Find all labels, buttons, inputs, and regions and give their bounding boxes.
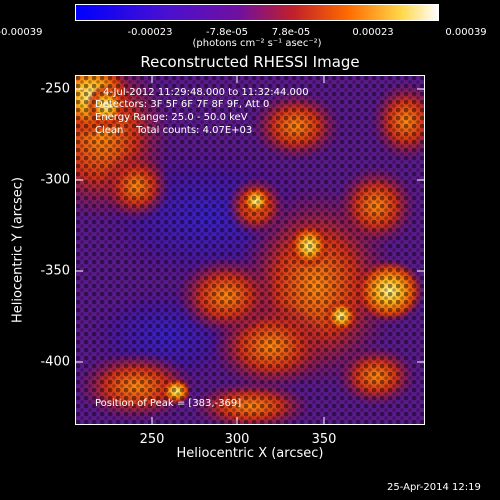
timestamp: 25-Apr-2014 12:19 — [387, 482, 481, 493]
colorbar — [75, 4, 439, 21]
image-title: Reconstructed RHESSI Image — [140, 53, 360, 71]
x-tick-label: 250 — [139, 432, 165, 447]
image-plot — [75, 75, 425, 425]
energy-range-text: Energy Range: 25.0 - 50.0 keV — [95, 112, 248, 123]
clean-counts-text: Clean Total counts: 4.07E+03 — [95, 125, 253, 136]
detectors-text: Detectors: 3F 5F 6F 7F 8F 9F, Att 0 — [95, 99, 270, 110]
colorbar-tick-label: 0.00023 — [352, 27, 394, 38]
peak-position-text: Position of Peak = [383,-369] — [95, 398, 242, 409]
y-tick-label: -300 — [40, 172, 70, 188]
x-tick-label: 350 — [311, 432, 337, 447]
colorbar-tick-label: 0.00039 — [445, 27, 487, 38]
x-tick-label: 300 — [224, 432, 250, 447]
x-axis-label: Heliocentric X (arcsec) — [176, 446, 324, 461]
y-tick-label: -350 — [40, 263, 70, 279]
time-range-text: 4-Jul-2012 11:29:48.000 to 11:32:44.000 — [103, 87, 309, 98]
colorbar-tick-label: -0.00023 — [127, 27, 173, 38]
colorbar-tick-label: -0.00039 — [0, 27, 43, 38]
colorbar-units: (photons cm⁻² s⁻¹ asec⁻²) — [192, 38, 322, 49]
y-tick-label: -250 — [40, 81, 70, 97]
reconstructed-image — [76, 76, 424, 424]
y-axis-label: Heliocentric Y (arcsec) — [10, 177, 26, 323]
colorbar-gradient — [76, 5, 438, 20]
y-tick-label: -400 — [40, 354, 70, 370]
colorbar-tick-label: -7.8e-05 — [206, 27, 248, 38]
colorbar-tick-label: 7.8e-05 — [271, 27, 311, 38]
